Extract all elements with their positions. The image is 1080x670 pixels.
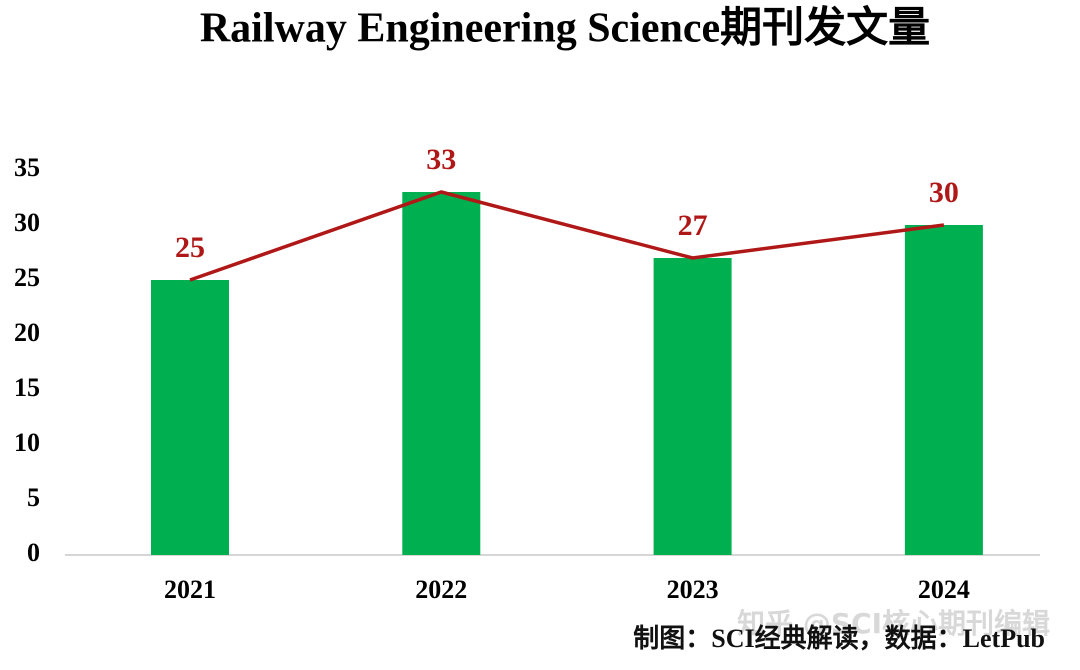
data-label: 30: [929, 176, 959, 209]
y-tick-label: 20: [14, 318, 40, 347]
bar: [904, 225, 983, 555]
y-tick-label: 15: [14, 373, 40, 402]
data-label: 33: [426, 143, 456, 176]
watermark: 知乎 @SCI核心期刊编辑: [737, 607, 1050, 640]
x-tick-label: 2021: [164, 575, 216, 604]
y-tick-label: 35: [14, 153, 40, 182]
chart-title: Railway Engineering Science期刊发文量: [200, 5, 930, 52]
x-tick-label: 2023: [667, 575, 719, 604]
bar: [653, 258, 732, 555]
bar: [151, 280, 229, 555]
y-tick-label: 30: [14, 208, 40, 237]
y-tick-label: 0: [27, 538, 40, 567]
x-tick-label: 2022: [415, 575, 467, 604]
y-tick-label: 10: [14, 428, 40, 457]
x-tick-label: 2024: [918, 575, 970, 604]
source-note: 制图：SCI经典解读，数据：LetPub: [633, 623, 1045, 653]
data-label: 25: [175, 231, 205, 264]
bar: [402, 192, 481, 555]
y-tick-label: 5: [27, 483, 40, 512]
data-label: 27: [678, 209, 708, 242]
trend-line: [189, 190, 945, 282]
y-tick-label: 25: [14, 263, 40, 292]
